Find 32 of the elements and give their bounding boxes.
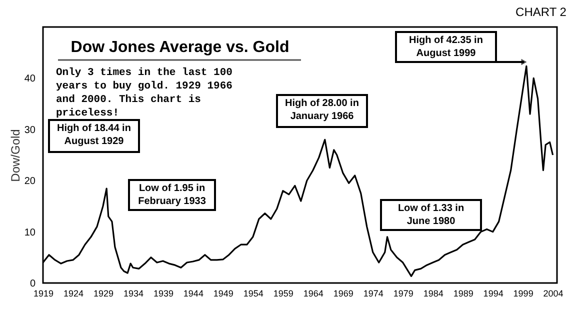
x-tick-label: 1939 [153, 288, 174, 298]
annotation: High of 18.44 in August 1929 [57, 123, 131, 147]
x-tick-label: 1959 [273, 288, 294, 298]
y-axis-title: Dow/Gold [8, 129, 22, 182]
x-tick-label: 1949 [213, 288, 234, 298]
x-tick-label: 1999 [513, 288, 534, 298]
annotation: High of 28.00 in January 1966 [285, 98, 359, 122]
x-tick-label: 1994 [483, 288, 504, 298]
x-tick-label: 1964 [303, 288, 324, 298]
x-tick-label: 1944 [183, 288, 204, 298]
y-tick-label: 10 [24, 227, 36, 238]
x-tick-label: 1989 [453, 288, 474, 298]
text: Dow Jones Average vs. Gold [70, 39, 290, 56]
y-tick-label: 20 [24, 176, 36, 188]
y-tick-label: 30 [24, 124, 36, 136]
x-tick-label: 1979 [393, 288, 414, 298]
x-tick-label: 1954 [243, 288, 264, 298]
x-tick-label: 1929 [93, 288, 114, 298]
x-tick-label: 1984 [423, 288, 444, 298]
x-tick-label: 1969 [333, 288, 354, 298]
x-tick-label: 1934 [123, 288, 144, 298]
y-tick-label: 0 [30, 278, 36, 290]
x-tick-label: 1924 [63, 288, 84, 298]
y-tick-label: 40 [24, 74, 36, 85]
x-tick-label: 2004 [543, 288, 564, 298]
annotation: Low of 1.95 in February 1933 [138, 183, 206, 207]
annotation: Low of 1.33 in June 1980 [398, 203, 464, 227]
x-tick-label: 1919 [33, 288, 54, 298]
caption: CHART 2 [516, 5, 567, 19]
annotation: High of 42.35 in August 1999 [409, 35, 483, 59]
x-tick-label: 1974 [363, 288, 384, 298]
annotation: Only 3 times in the last 100 years to buy gold. 1929 1966 and 2000. This chart is priceless! [56, 67, 232, 120]
